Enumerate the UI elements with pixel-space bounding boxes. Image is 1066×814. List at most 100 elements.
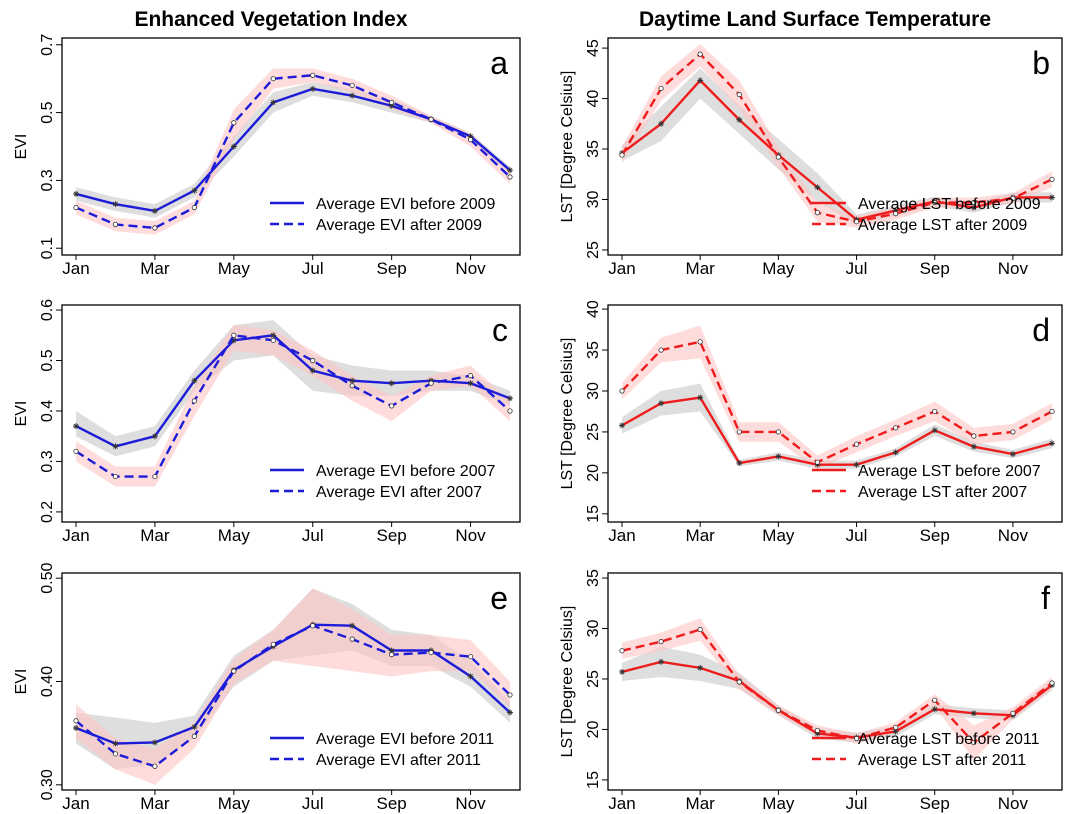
x-tick-label: Nov (455, 794, 486, 813)
y-tick-label: 0.3 (39, 450, 56, 472)
x-tick-label: Sep (920, 526, 950, 545)
y-axis-label: EVI (13, 134, 30, 160)
legend-label: Average EVI before 2011 (316, 731, 494, 748)
confidence-band (622, 325, 1052, 469)
point-marker (389, 403, 395, 409)
panel: Enhanced Vegetation Index 0.1 0.3 0.5 0.7 Jan… (13, 8, 521, 278)
x-tick-label: Jul (846, 259, 868, 278)
point-marker (507, 692, 513, 698)
panel: Daytime Land Surface Temperature 25 30 35 40… (559, 8, 1063, 278)
panel-label: c (492, 312, 508, 348)
point-marker (970, 710, 977, 717)
series-line (621, 340, 1053, 464)
point-marker (619, 648, 625, 654)
legend-label: Average EVI before 2009 (316, 196, 495, 213)
point-marker (73, 190, 79, 197)
point-marker (230, 143, 237, 150)
point-marker (736, 679, 742, 685)
point-marker (892, 728, 899, 735)
y-tick-label: 0.2 (39, 501, 56, 523)
y-tick-label: 30 (585, 190, 602, 208)
point-marker (932, 697, 938, 703)
confidence-band (76, 588, 510, 785)
point-marker (697, 664, 704, 671)
point-marker (814, 210, 821, 216)
y-axis-label: LST [Degree Celsius] (559, 338, 576, 490)
point-marker (814, 184, 821, 191)
point-marker (112, 201, 119, 208)
point-marker (349, 622, 356, 629)
point-marker (970, 443, 977, 450)
series-line (621, 628, 1053, 745)
point-marker (428, 380, 434, 386)
point-marker (151, 739, 158, 746)
point-marker (73, 448, 79, 454)
point-marker (658, 658, 665, 665)
point-marker (619, 422, 625, 429)
legend-label: Average LST before 2011 (858, 731, 1040, 748)
point-marker (467, 380, 474, 387)
point-marker (893, 211, 899, 217)
point-marker (775, 453, 782, 460)
y-tick-label: 0.5 (39, 101, 56, 123)
point-marker (349, 636, 355, 642)
x-tick-label: Sep (920, 259, 950, 278)
point-marker (112, 751, 119, 757)
point-marker (507, 395, 513, 402)
x-tick-label: Jan (608, 794, 635, 813)
legend-label: Average LST after 2007 (858, 484, 1027, 501)
series-line (620, 52, 1053, 223)
x-tick-label: Mar (140, 794, 170, 813)
point-marker (971, 199, 977, 206)
point-marker (697, 394, 704, 401)
point-marker (349, 92, 356, 99)
point-marker (1049, 176, 1055, 182)
point-marker (658, 639, 664, 645)
point-marker (619, 152, 625, 158)
legend-label: Average LST before 2009 (858, 196, 1041, 213)
y-tick-label: 15 (585, 505, 602, 523)
series-line (75, 87, 511, 213)
x-tick-label: Mar (686, 794, 716, 813)
point-marker (775, 154, 781, 160)
point-marker (932, 199, 938, 206)
point-marker (853, 461, 860, 468)
x-tick-label: Mar (686, 526, 716, 545)
panel-label: b (1032, 45, 1050, 81)
legend-label: Average EVI after 2007 (316, 484, 482, 501)
point-marker (349, 383, 355, 389)
x-tick-label: Sep (920, 794, 950, 813)
column-title: Enhanced Vegetation Index (134, 8, 407, 31)
point-marker (1010, 429, 1016, 435)
panel: 15 20 25 30 35 Jan Mar May Jul Sep Nov LST [Degree … (559, 569, 1063, 813)
point-marker (892, 207, 899, 214)
point-marker (697, 626, 703, 633)
point-marker (152, 473, 158, 480)
x-tick-label: May (762, 259, 795, 278)
x-tick-label: Jul (302, 794, 324, 813)
plot-frame (61, 304, 521, 523)
point-marker (658, 400, 665, 407)
x-tick-label: Jan (62, 794, 89, 813)
point-marker (507, 167, 513, 174)
point-marker (270, 337, 276, 343)
point-marker (697, 51, 703, 57)
point-marker (152, 225, 158, 231)
point-marker (853, 441, 860, 447)
point-marker (507, 709, 513, 716)
point-marker (1049, 440, 1055, 447)
point-marker (467, 673, 474, 680)
x-tick-label: Sep (377, 259, 407, 278)
y-axis-label: EVI (13, 669, 30, 695)
point-marker (467, 373, 474, 379)
legend-label: Average EVI after 2011 (316, 752, 481, 769)
x-tick-label: May (218, 259, 251, 278)
point-marker (658, 347, 664, 353)
point-marker (152, 763, 158, 769)
y-axis-label: LST [Degree Celsius] (559, 606, 576, 758)
point-marker (112, 221, 119, 228)
point-marker (112, 473, 119, 480)
y-axis-label: LST [Degree Celsius] (559, 71, 576, 223)
y-tick-label: 0.5 (39, 349, 56, 371)
point-marker (658, 120, 665, 127)
